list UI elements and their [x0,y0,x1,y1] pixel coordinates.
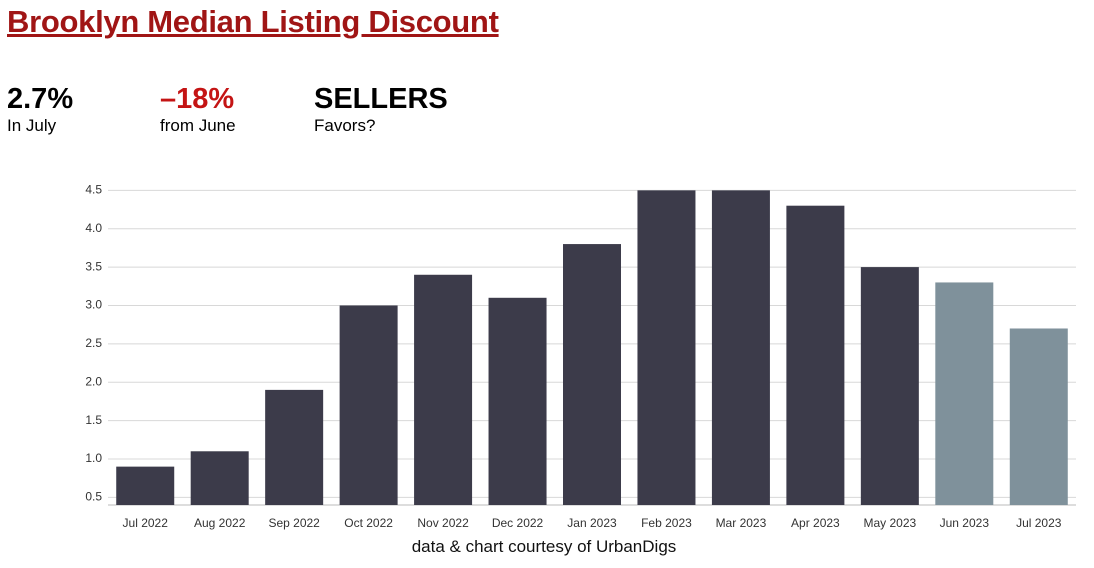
bar [116,466,175,505]
page-title: Brooklyn Median Listing Discount [7,4,499,39]
y-tick-label: 2.5 [85,336,102,350]
stat-value: 2.7% [7,83,74,115]
y-tick-label: 2.0 [85,374,102,388]
stat-label: In July [7,116,57,135]
x-tick-label: Jul 2023 [1016,516,1062,530]
stat-value: SELLERS [314,83,448,115]
bar [711,190,770,506]
x-tick-label: Sep 2022 [268,516,320,530]
x-tick-label: Mar 2023 [716,516,767,530]
bar [190,451,249,505]
x-tick-label: Jul 2022 [123,516,169,530]
bar [339,305,398,505]
bar [488,297,547,505]
x-tick-label: Jun 2023 [940,516,990,530]
y-tick-label: 4.5 [85,183,102,197]
bar [935,282,994,505]
x-tick-label: Dec 2022 [492,516,544,530]
x-tick-label: Apr 2023 [791,516,840,530]
stat: –18% from June [160,82,236,135]
x-tick-label: Aug 2022 [194,516,246,530]
stat: 2.7% In July [7,82,73,135]
bar [637,190,696,506]
y-tick-label: 3.5 [85,259,102,273]
stat-label: Favors? [314,116,376,135]
credit: data & chart courtesy of UrbanDigs [411,537,677,556]
x-tick-label: Feb 2023 [641,516,692,530]
bar [265,389,324,505]
y-tick-label: 3.0 [85,298,102,312]
stat-label: from June [160,116,236,135]
stat-value: –18% [160,83,235,115]
y-tick-label: 1.5 [85,413,102,427]
y-tick-label: 4.0 [85,221,102,235]
x-tick-label: Nov 2022 [417,516,469,530]
bar [786,205,845,505]
bar [414,274,473,505]
y-tick-label: 1.0 [85,451,102,465]
y-tick-label: 0.5 [85,489,102,503]
x-tick-label: Jan 2023 [567,516,617,530]
bar [860,267,919,505]
x-tick-label: May 2023 [863,516,916,530]
bar [1009,328,1068,505]
x-tick-label: Oct 2022 [344,516,393,530]
stat: SELLERS Favors? [314,82,448,135]
bar [563,244,621,505]
